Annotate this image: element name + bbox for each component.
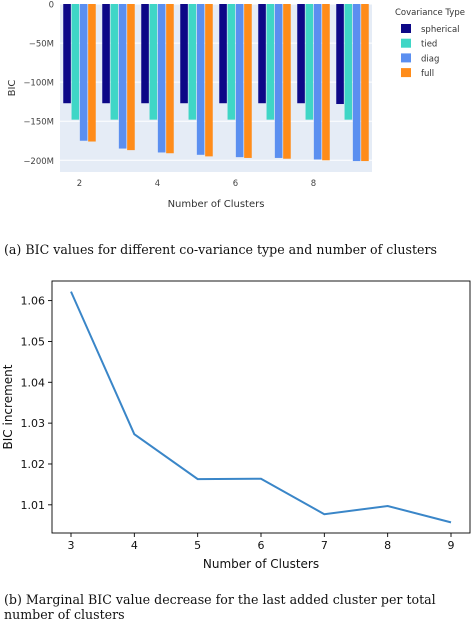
plot-frame	[51, 280, 471, 534]
bar-full	[361, 4, 369, 162]
legend-swatch	[401, 24, 411, 33]
bar-tied	[71, 4, 80, 120]
bar-full	[283, 4, 291, 159]
y-tick-label: −100M	[23, 79, 54, 89]
x-tick-label: 4	[155, 179, 160, 189]
bar-diag	[79, 4, 88, 141]
y-tick-label: −150M	[23, 118, 54, 128]
bar-tied	[344, 4, 353, 120]
caption-a: (a) BIC values for different co-variance…	[4, 242, 437, 257]
bar-diag	[274, 4, 283, 158]
bar-full	[127, 4, 135, 151]
x-tick-label: 3	[68, 539, 75, 552]
bar-tied	[188, 4, 197, 120]
legend-swatch	[401, 38, 411, 48]
bar-diag	[235, 4, 244, 158]
x-tick-label: 7	[321, 539, 328, 552]
bar-spherical	[297, 4, 305, 104]
bar-diag	[157, 4, 166, 153]
bar-full	[166, 4, 174, 154]
x-axis-title: Number of Clusters	[168, 199, 265, 210]
bar-spherical	[219, 4, 227, 104]
bar-tied	[110, 4, 119, 120]
bar-tied	[149, 4, 158, 120]
x-tick-label: 6	[258, 539, 265, 552]
y-tick-label: 1.06	[21, 295, 46, 308]
bar-full	[88, 4, 96, 142]
x-tick-label: 2	[77, 179, 82, 189]
series-line	[70, 291, 452, 524]
y-axis-title: BIC	[7, 80, 18, 97]
x-tick-label: 8	[384, 539, 391, 552]
x-tick-label: 6	[233, 179, 238, 189]
y-tick-label: 0	[49, 1, 54, 11]
bar-tied	[305, 4, 314, 120]
bar-spherical	[336, 4, 344, 105]
bar-spherical	[102, 4, 110, 104]
bar-diag	[313, 4, 322, 160]
bar-full	[244, 4, 252, 158]
legend-label: full	[421, 69, 434, 79]
x-tick-label: 8	[311, 179, 316, 189]
legend-swatch	[401, 53, 411, 63]
x-tick-label: 4	[131, 539, 138, 552]
y-tick-label: 1.03	[21, 417, 46, 430]
bar-full	[322, 4, 330, 161]
bar-tied	[227, 4, 236, 120]
bar-diag	[352, 4, 361, 162]
x-tick-label: 5	[194, 539, 201, 552]
bar-diag	[118, 4, 127, 149]
x-axis-title: Number of Clusters	[203, 557, 319, 571]
legend-label: spherical	[421, 25, 460, 35]
legend-label: tied	[421, 40, 437, 50]
bar-spherical	[180, 4, 188, 104]
y-tick-label: −50M	[29, 40, 54, 50]
caption-b: (b) Marginal BIC value decrease for the …	[4, 592, 436, 622]
bar-chart: 0 −50M −100M −150M −200M 2 4 6 8 Number of Cluste…	[7, 1, 465, 211]
bar-spherical	[141, 4, 149, 104]
legend-title: Covariance Type	[395, 8, 465, 18]
y-tick-label: 1.02	[21, 458, 46, 471]
bar-full	[205, 4, 213, 157]
y-tick-label: −200M	[23, 157, 54, 167]
legend-swatch	[401, 68, 411, 78]
legend-label: diag	[421, 54, 439, 64]
bar-spherical	[258, 4, 266, 104]
x-tick-label: 9	[448, 539, 455, 552]
bar-tied	[266, 4, 275, 120]
line-chart: 1.01 1.02 1.03 1.04 1.05 1.06 3 4 5 6 7 8 9 Number of…	[1, 280, 471, 571]
y-tick-label: 1.04	[21, 376, 46, 389]
bar-diag	[196, 4, 205, 155]
y-tick-label: 1.01	[21, 499, 46, 512]
bar-spherical	[63, 4, 71, 104]
y-tick-label: 1.05	[21, 335, 46, 348]
y-axis-title: BIC increment	[1, 364, 15, 449]
